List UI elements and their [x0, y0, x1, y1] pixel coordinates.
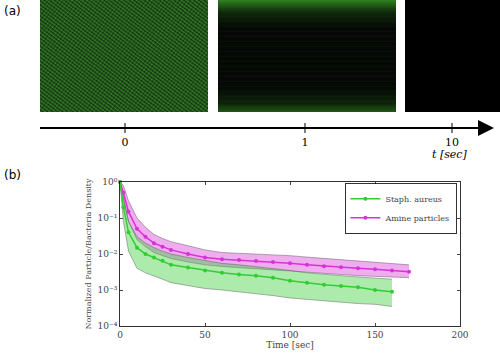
- html-text:10: 10: [445, 136, 459, 149]
- svg-text:Amine particles: Amine particles: [384, 214, 449, 223]
- html-text:0: 0: [121, 136, 129, 149]
- svg-text:0: 0: [117, 330, 123, 340]
- svg-text:10⁻¹: 10⁻¹: [98, 213, 118, 223]
- svg-text:200: 200: [451, 330, 468, 340]
- svg-text:100: 100: [281, 330, 298, 340]
- svg-text:Time [sec]: Time [sec]: [266, 340, 314, 350]
- svg-text:10⁰: 10⁰: [102, 177, 117, 187]
- svg-text:Normalized Particle/Bacteria D: Normalized Particle/Bacteria Density: [84, 178, 93, 330]
- svg-text:50: 50: [199, 330, 211, 340]
- svg-text:Staph. aureus: Staph. aureus: [385, 195, 442, 204]
- svg-text:10⁻²: 10⁻²: [98, 249, 118, 259]
- svg-text:10⁻³: 10⁻³: [98, 285, 118, 295]
- html-text:t [sec]: t [sec]: [432, 148, 467, 161]
- svg-text:10⁻⁴: 10⁻⁴: [98, 321, 118, 331]
- html-text:1: 1: [301, 136, 309, 149]
- svg-text:150: 150: [366, 330, 383, 340]
- html-text:(b): (b): [4, 168, 21, 182]
- html-text:(a): (a): [4, 4, 21, 18]
